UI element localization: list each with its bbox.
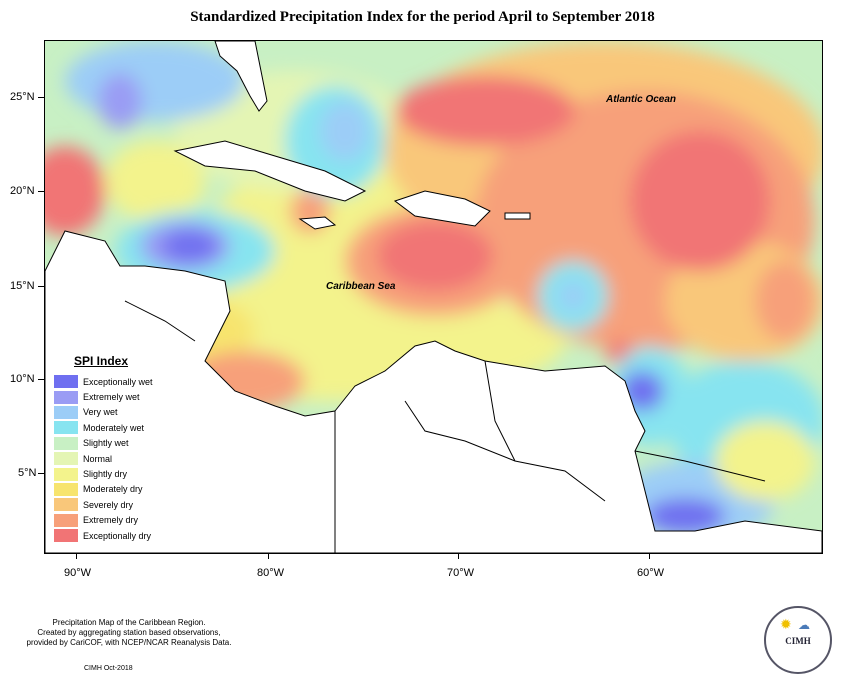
map-title: Standardized Precipitation Index for the… xyxy=(190,9,655,25)
lat-label: 20°N xyxy=(10,185,35,197)
legend-rows: Exceptionally wet Extremely wet Very wet Mo… xyxy=(54,374,164,543)
legend-item: Slightly dry xyxy=(54,466,164,481)
map-canvas xyxy=(45,41,822,553)
legend-item: Extremely wet xyxy=(54,389,164,404)
footer-line: provided by CariCOF, with NCEP/NCAR Rean… xyxy=(26,638,232,647)
lon-label: 90°W xyxy=(64,567,92,579)
footer-line: Precipitation Map of the Caribbean Regio… xyxy=(52,618,206,627)
legend-item: Very wet xyxy=(54,405,164,420)
legend-label: Exceptionally wet xyxy=(83,376,153,387)
lat-label: 25°N xyxy=(10,91,35,103)
legend-label: Exceptionally dry xyxy=(83,530,152,541)
legend-label: Extremely wet xyxy=(83,392,140,403)
legend-swatch xyxy=(54,482,78,496)
atlantic-ocean-label: Atlantic Ocean xyxy=(606,94,677,105)
legend-swatch xyxy=(54,390,78,404)
cimh-logo: ✹ ☁ CIMH xyxy=(764,606,832,674)
legend-item: Normal xyxy=(54,451,164,466)
legend-label: Moderately wet xyxy=(83,422,145,433)
caribbean-sea-label: Caribbean Sea xyxy=(326,281,396,292)
legend-item: Moderately wet xyxy=(54,420,164,435)
lon-tick xyxy=(76,553,77,559)
legend-swatch xyxy=(54,421,78,435)
legend-label: Very wet xyxy=(83,407,118,418)
spi-map xyxy=(44,40,823,554)
lat-tick xyxy=(38,191,44,192)
lon-tick xyxy=(268,553,269,559)
legend-swatch xyxy=(54,405,78,419)
lat-tick xyxy=(38,473,44,474)
lat-tick xyxy=(38,97,44,98)
legend-item: Extremely dry xyxy=(54,513,164,528)
legend-label: Severely dry xyxy=(83,499,134,510)
logo-text: CIMH xyxy=(785,636,811,646)
footer-date: CIMH Oct-2018 xyxy=(84,665,133,672)
lat-label: 5°N xyxy=(18,467,37,479)
landmass xyxy=(45,41,822,553)
legend-label: Extremely dry xyxy=(83,515,139,526)
lon-label: 80°W xyxy=(257,567,285,579)
legend-swatch xyxy=(54,467,78,481)
lat-tick xyxy=(38,379,44,380)
lat-label: 15°N xyxy=(10,280,35,292)
legend-item: Severely dry xyxy=(54,497,164,512)
legend-swatch xyxy=(54,375,78,389)
legend-label: Slightly dry xyxy=(83,469,128,480)
lon-label: 70°W xyxy=(447,567,475,579)
legend-item: Exceptionally dry xyxy=(54,528,164,543)
legend-label: Moderately dry xyxy=(83,484,143,495)
legend-swatch xyxy=(54,498,78,512)
footer-notes: Precipitation Map of the Caribbean Regio… xyxy=(14,618,244,648)
legend-swatch xyxy=(54,452,78,466)
lon-label: 60°W xyxy=(637,567,665,579)
legend-label: Normal xyxy=(83,453,113,464)
country-borders xyxy=(124,300,766,502)
legend-item: Exceptionally wet xyxy=(54,374,164,389)
spi-legend: SPI Index Exceptionally wet Extremely wet… xyxy=(54,354,164,543)
legend-item: Slightly wet xyxy=(54,436,164,451)
lon-tick xyxy=(458,553,459,559)
lat-tick xyxy=(38,286,44,287)
cloud-icon: ☁ xyxy=(798,618,810,632)
sun-icon: ✹ xyxy=(780,616,792,632)
legend-title: SPI Index xyxy=(74,354,129,368)
lat-label: 10°N xyxy=(10,373,35,385)
legend-item: Moderately dry xyxy=(54,482,164,497)
legend-swatch xyxy=(54,436,78,450)
legend-swatch xyxy=(54,529,78,543)
footer-line: Created by aggregating station based obs… xyxy=(37,628,221,637)
legend-swatch xyxy=(54,513,78,527)
legend-label: Slightly wet xyxy=(83,438,129,449)
lon-tick xyxy=(649,553,650,559)
